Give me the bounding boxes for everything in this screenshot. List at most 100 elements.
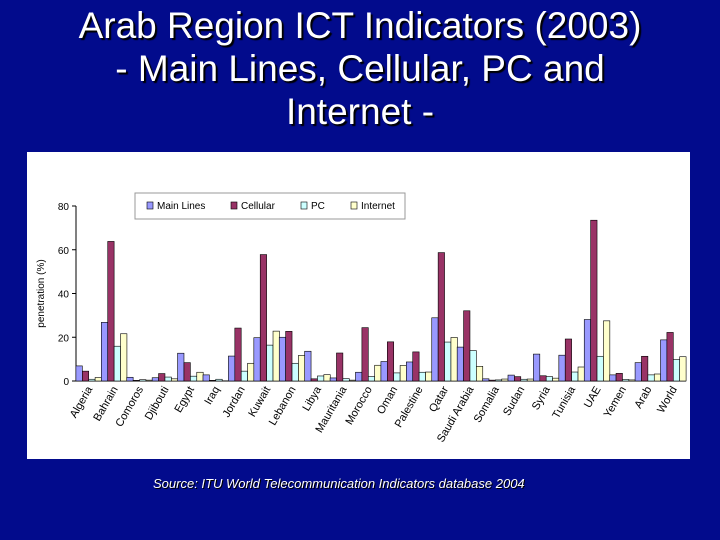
- bar: [482, 378, 490, 382]
- bar: [539, 375, 547, 382]
- bar: [183, 362, 191, 382]
- y-tick-label: 80: [58, 202, 70, 213]
- bar: [380, 361, 388, 382]
- bar: [355, 371, 363, 382]
- x-tick-label: Tunisia: [550, 384, 578, 421]
- bar: [374, 364, 382, 382]
- bar: [571, 371, 579, 382]
- slide-title-line-1: Arab Region ICT Indicators (2003): [78, 5, 642, 46]
- x-tick-label: Oman: [375, 385, 400, 417]
- bar: [317, 375, 325, 382]
- bar: [596, 355, 604, 382]
- bar: [641, 355, 649, 382]
- bar: [348, 379, 356, 382]
- y-axis-label: penetration (%): [36, 259, 47, 327]
- bar: [342, 378, 350, 382]
- bar: [672, 359, 680, 382]
- bar: [177, 352, 185, 382]
- bar: [120, 333, 128, 382]
- bar: [393, 372, 401, 382]
- bar: [463, 310, 471, 382]
- bar: [247, 362, 255, 382]
- bar: [533, 353, 541, 382]
- x-tick-label: Kuwait: [246, 385, 273, 420]
- bar: [323, 374, 331, 382]
- x-tick-label: UAE: [582, 385, 604, 411]
- bar: [412, 351, 420, 382]
- y-tick-label: 60: [58, 246, 70, 257]
- bar: [272, 330, 280, 382]
- x-tick-label: Syria: [530, 384, 553, 412]
- bar: [653, 373, 661, 382]
- bar: [501, 378, 509, 382]
- bar: [488, 379, 496, 382]
- bar: [552, 377, 560, 382]
- slide-title-line-2: - Main Lines, Cellular, PC and: [115, 48, 605, 89]
- bar: [298, 355, 306, 382]
- bar: [628, 379, 636, 382]
- bar: [495, 379, 503, 382]
- bar: [634, 362, 642, 382]
- legend-swatch: [146, 201, 154, 210]
- bar: [399, 365, 407, 382]
- bar: [88, 378, 96, 382]
- bar: [304, 350, 312, 382]
- bar: [469, 350, 477, 382]
- bar: [647, 374, 655, 382]
- bar: [387, 341, 395, 382]
- bar: [259, 254, 267, 382]
- bar: [196, 371, 204, 382]
- bar: [101, 322, 109, 382]
- bar: [94, 377, 102, 382]
- bar: [113, 345, 121, 382]
- bar: [666, 332, 674, 382]
- bar: [367, 376, 375, 382]
- bar: [228, 355, 236, 382]
- bar: [660, 339, 668, 382]
- legend-swatch: [230, 201, 238, 210]
- bar: [336, 352, 344, 382]
- bar: [577, 366, 585, 382]
- bar: [107, 241, 115, 382]
- bar: [425, 371, 433, 382]
- legend-label: Internet: [361, 201, 395, 212]
- bar: [622, 379, 630, 382]
- bar: [590, 219, 598, 382]
- legend-label: Cellular: [241, 201, 276, 212]
- bar: [361, 327, 369, 382]
- bar: [82, 370, 90, 382]
- bar: [418, 371, 426, 382]
- bar: [558, 354, 566, 382]
- x-tick-label: Somalia: [472, 384, 503, 425]
- bar: [240, 370, 248, 382]
- bar: [145, 379, 153, 382]
- x-tick-label: Algeria: [68, 384, 96, 420]
- bar: [139, 379, 147, 382]
- legend-label: PC: [311, 201, 325, 212]
- y-tick-label: 40: [58, 290, 70, 301]
- bar: [514, 376, 522, 382]
- bar: [615, 373, 623, 382]
- bar: [564, 338, 572, 382]
- bar: [437, 252, 445, 382]
- x-tick-label: Libya: [301, 384, 325, 414]
- bar: [215, 378, 223, 382]
- bar: [266, 344, 274, 382]
- bar: [507, 374, 515, 382]
- bar: [450, 337, 458, 382]
- bar: [526, 378, 534, 382]
- legend-label: Main Lines: [157, 201, 205, 212]
- bar: [520, 378, 528, 382]
- bar: [444, 341, 452, 382]
- bar: [609, 374, 617, 382]
- bar: [158, 373, 166, 382]
- bar: [151, 377, 159, 382]
- slide-title: Arab Region ICT Indicators (2003) - Main…: [0, 4, 720, 133]
- x-tick-label: Qatar: [427, 384, 451, 414]
- x-tick-label: Sudan: [501, 385, 527, 419]
- bar: [310, 378, 318, 382]
- x-tick-label: Arab: [632, 385, 654, 411]
- x-tick-label: Egypt: [173, 385, 197, 415]
- bar: [209, 380, 217, 382]
- bar: [202, 374, 210, 382]
